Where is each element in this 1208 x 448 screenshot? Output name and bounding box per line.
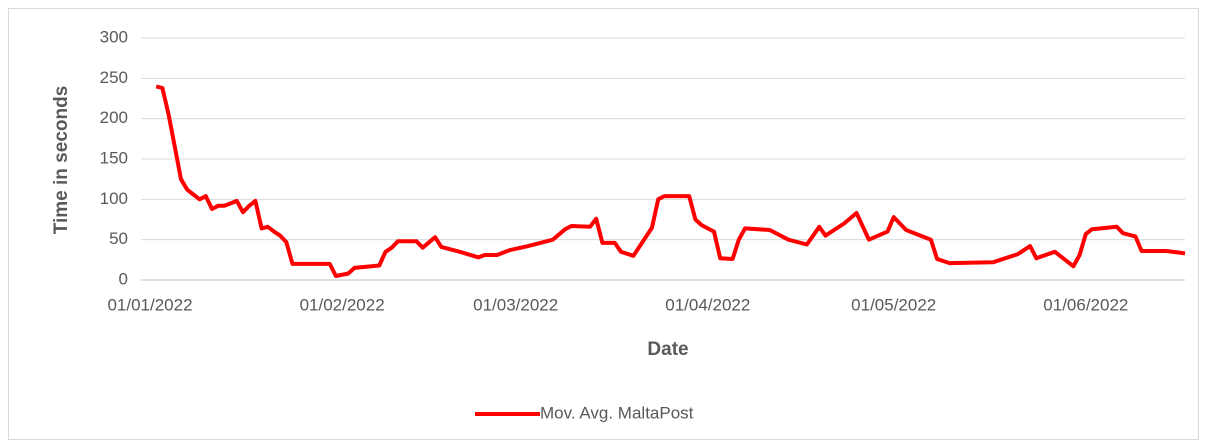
x-tick-label: 01/05/2022 bbox=[851, 295, 936, 314]
legend-label: Mov. Avg. MaltaPost bbox=[540, 403, 694, 422]
chart-border bbox=[8, 8, 1199, 440]
y-tick-label: 200 bbox=[100, 108, 128, 127]
y-axis-title: Time in seconds bbox=[51, 86, 72, 235]
x-tick-label: 01/01/2022 bbox=[107, 295, 192, 314]
x-axis-title: Date bbox=[647, 339, 688, 360]
y-tick-label: 300 bbox=[100, 27, 128, 46]
x-tick-label: 01/03/2022 bbox=[473, 295, 558, 314]
x-tick-label: 01/04/2022 bbox=[665, 295, 750, 314]
y-tick-label: 150 bbox=[100, 148, 128, 167]
y-tick-label: 250 bbox=[100, 68, 128, 87]
x-tick-label: 01/02/2022 bbox=[300, 295, 385, 314]
data-line bbox=[155, 84, 1186, 278]
x-tick-label: 01/06/2022 bbox=[1043, 295, 1128, 314]
y-tick-label: 0 bbox=[119, 269, 128, 288]
y-tick-label: 50 bbox=[109, 229, 128, 248]
y-tick-label: 100 bbox=[100, 189, 128, 208]
